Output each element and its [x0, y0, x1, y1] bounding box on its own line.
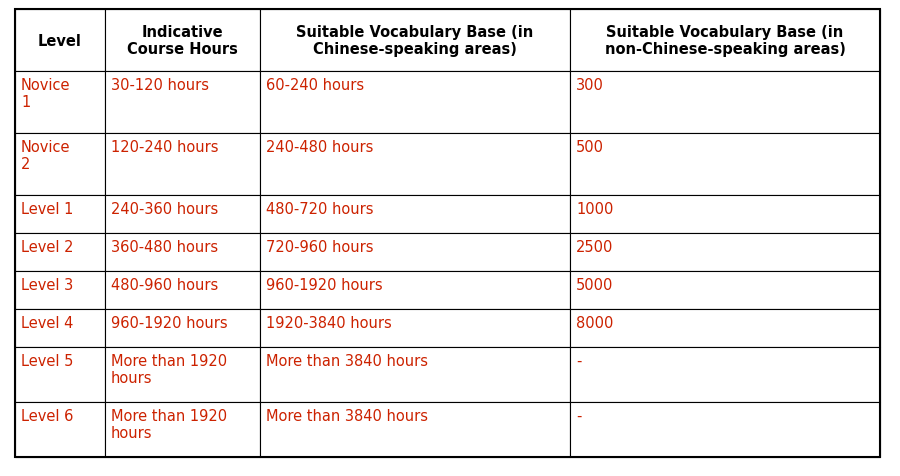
Text: 240-480 hours: 240-480 hours [266, 140, 374, 155]
Text: 720-960 hours: 720-960 hours [266, 239, 374, 255]
Text: Level 1: Level 1 [21, 201, 74, 217]
Bar [570, 309, 880, 347]
Bar [15, 271, 105, 309]
Text: 480-960 hours: 480-960 hours [111, 278, 218, 292]
Text: Level 6: Level 6 [21, 408, 74, 423]
Bar [260, 234, 570, 271]
Bar [105, 309, 260, 347]
Text: More than 1920
hours: More than 1920 hours [111, 353, 227, 386]
Text: Suitable Vocabulary Base (in
Chinese-speaking areas): Suitable Vocabulary Base (in Chinese-spe… [296, 25, 534, 57]
Text: Novice
2: Novice 2 [21, 140, 70, 172]
Text: 960-1920 hours: 960-1920 hours [111, 315, 228, 330]
Text: 2500: 2500 [576, 239, 614, 255]
Text: Suitable Vocabulary Base (in
non-Chinese-speaking areas): Suitable Vocabulary Base (in non-Chinese… [605, 25, 845, 57]
Bar [570, 10, 880, 72]
Bar [15, 234, 105, 271]
Bar [260, 10, 570, 72]
Text: 500: 500 [576, 140, 604, 155]
Text: 960-1920 hours: 960-1920 hours [266, 278, 382, 292]
Bar [105, 234, 260, 271]
Bar [570, 72, 880, 134]
Text: Level 3: Level 3 [21, 278, 73, 292]
Bar [260, 271, 570, 309]
Bar [260, 309, 570, 347]
Text: 120-240 hours: 120-240 hours [111, 140, 219, 155]
Text: 5000: 5000 [576, 278, 614, 292]
Bar [570, 134, 880, 196]
Bar [105, 134, 260, 196]
Text: -: - [576, 353, 581, 368]
Text: 300: 300 [576, 78, 604, 93]
Text: More than 3840 hours: More than 3840 hours [266, 408, 428, 423]
Text: 240-360 hours: 240-360 hours [111, 201, 218, 217]
Text: Level 5: Level 5 [21, 353, 74, 368]
Bar [570, 402, 880, 457]
Text: Level: Level [38, 33, 82, 49]
Text: 1000: 1000 [576, 201, 614, 217]
Bar [15, 72, 105, 134]
Text: 8000: 8000 [576, 315, 614, 330]
Bar [260, 402, 570, 457]
Bar [105, 271, 260, 309]
Bar [260, 72, 570, 134]
Text: Indicative
Course Hours: Indicative Course Hours [127, 25, 238, 57]
Bar [260, 347, 570, 402]
Bar [15, 347, 105, 402]
Text: Level 4: Level 4 [21, 315, 74, 330]
Text: Level 2: Level 2 [21, 239, 74, 255]
Bar [570, 196, 880, 234]
Text: Novice
1: Novice 1 [21, 78, 70, 110]
Bar [15, 196, 105, 234]
Bar [570, 347, 880, 402]
Bar [15, 134, 105, 196]
Bar [260, 134, 570, 196]
Bar [260, 196, 570, 234]
Text: 1920-3840 hours: 1920-3840 hours [266, 315, 392, 330]
Bar [105, 402, 260, 457]
Bar [15, 10, 105, 72]
Bar [105, 347, 260, 402]
Bar [15, 309, 105, 347]
Bar [105, 10, 260, 72]
Bar [105, 72, 260, 134]
Bar [570, 271, 880, 309]
Bar [105, 196, 260, 234]
Text: More than 1920
hours: More than 1920 hours [111, 408, 227, 440]
Text: More than 3840 hours: More than 3840 hours [266, 353, 428, 368]
Bar [15, 402, 105, 457]
Text: 30-120 hours: 30-120 hours [111, 78, 209, 93]
Bar [570, 234, 880, 271]
Text: -: - [576, 408, 581, 423]
Text: 480-720 hours: 480-720 hours [266, 201, 374, 217]
Text: 360-480 hours: 360-480 hours [111, 239, 218, 255]
Text: 60-240 hours: 60-240 hours [266, 78, 364, 93]
